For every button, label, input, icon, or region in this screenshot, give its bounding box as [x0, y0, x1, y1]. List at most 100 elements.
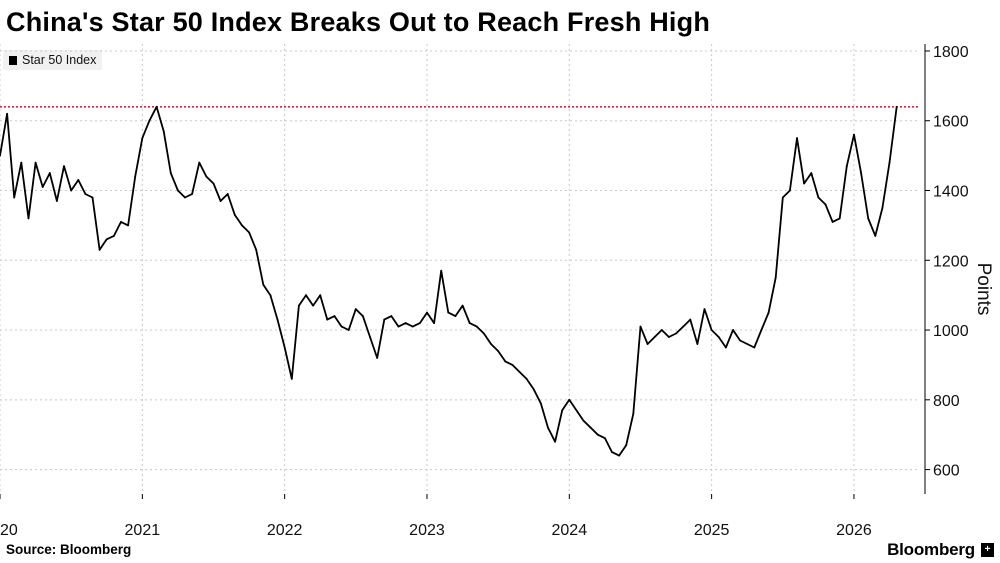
data-point [525, 377, 528, 380]
data-point [255, 248, 258, 251]
legend-swatch [9, 55, 17, 65]
data-point [397, 325, 400, 328]
data-point [148, 119, 151, 122]
chart-title: China's Star 50 Index Breaks Out to Reac… [6, 7, 711, 37]
data-point [440, 269, 443, 272]
data-point [248, 231, 250, 234]
data-point [668, 336, 670, 338]
data-point [91, 196, 94, 199]
data-point [803, 182, 806, 185]
x-tick-label: 2026 [836, 522, 872, 539]
data-point [0, 154, 1, 157]
data-point [518, 371, 521, 373]
data-point [169, 172, 172, 174]
data-point [105, 238, 108, 241]
data-point [554, 440, 556, 443]
data-point [767, 311, 770, 314]
source-note: Source: Bloomberg [6, 542, 132, 557]
data-point [283, 346, 286, 349]
data-point [212, 182, 215, 185]
data-point [56, 200, 58, 202]
data-point [611, 451, 613, 454]
data-point [383, 318, 386, 321]
legend: Star 50 Index [3, 50, 103, 70]
data-point [703, 308, 706, 311]
data-point [41, 186, 44, 188]
data-point [198, 161, 201, 164]
data-point [689, 318, 692, 321]
data-point [874, 234, 877, 237]
data-point [653, 336, 656, 338]
data-point [127, 224, 129, 227]
legend-label: Star 50 Index [22, 53, 97, 67]
data-point [120, 221, 122, 223]
data-point [774, 276, 777, 279]
data-point [824, 203, 827, 206]
data-point [205, 175, 208, 178]
y-tick-label: 800 [933, 393, 960, 410]
data-point [269, 294, 272, 297]
data-point [582, 419, 585, 422]
data-point [84, 193, 87, 195]
data-point [418, 322, 421, 324]
data-point [426, 311, 428, 314]
data-point [48, 172, 51, 174]
data-point [347, 329, 350, 331]
data-point [860, 172, 862, 174]
data-point [568, 398, 571, 401]
data-point [625, 444, 628, 447]
data-point [98, 248, 101, 251]
y-axis-title: Points [973, 263, 994, 316]
data-point [589, 426, 592, 429]
data-point [789, 189, 791, 192]
data-point [326, 318, 329, 321]
data-point [817, 196, 820, 199]
series-line-star-50-index [0, 105, 898, 457]
data-point [639, 325, 642, 328]
data-point [746, 343, 749, 345]
data-point [490, 343, 492, 345]
y-tick-label: 1200 [933, 253, 969, 270]
data-point [13, 196, 16, 199]
data-point [895, 105, 898, 108]
data-point [369, 336, 371, 338]
data-point [447, 311, 450, 314]
data-point [760, 329, 763, 331]
data-point [312, 304, 315, 307]
data-point [483, 332, 485, 335]
data-point [333, 315, 336, 317]
x-tick-label: 2022 [267, 522, 303, 539]
data-point [547, 426, 549, 429]
data-point [162, 130, 165, 133]
x-tick-label: 2025 [694, 522, 730, 539]
y-tick-label: 600 [933, 463, 960, 480]
data-point [305, 294, 307, 297]
data-point [376, 357, 379, 359]
data-point [596, 433, 599, 436]
data-point [810, 172, 813, 174]
data-point [454, 315, 457, 317]
brand-name: Bloomberg [887, 540, 975, 559]
data-point [603, 437, 606, 440]
data-point [276, 318, 279, 321]
data-point [226, 193, 229, 195]
data-point [241, 224, 243, 227]
data-point [461, 304, 464, 307]
data-point [831, 221, 834, 223]
data-point [411, 325, 414, 328]
data-point [696, 343, 699, 345]
data-point [675, 332, 677, 335]
data-point [141, 137, 144, 140]
data-point [561, 409, 564, 412]
data-point [20, 161, 23, 164]
data-point [433, 322, 435, 324]
data-point [27, 217, 30, 220]
data-point [732, 329, 734, 331]
data-point [404, 322, 407, 324]
data-point [77, 179, 80, 181]
data-point [6, 112, 9, 115]
y-tick-label: 1000 [933, 323, 969, 340]
data-point [632, 412, 635, 415]
